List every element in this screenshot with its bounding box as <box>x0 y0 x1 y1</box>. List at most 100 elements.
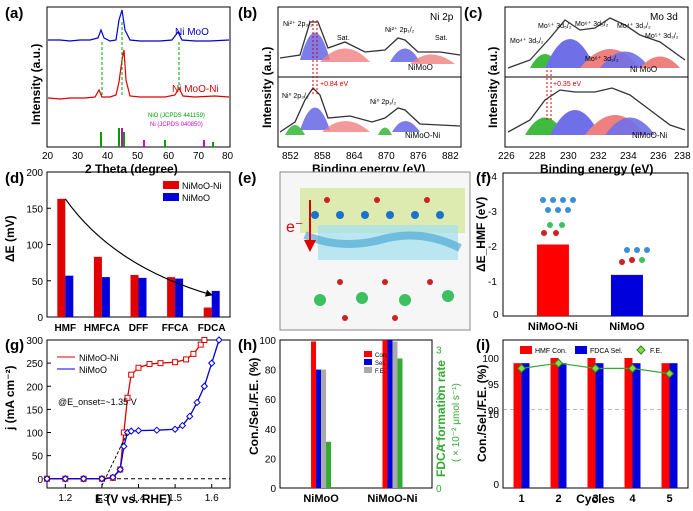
y2tick-label: 1 <box>436 438 442 449</box>
point-NiMoO <box>171 425 179 433</box>
y2tick-label: 2 <box>436 392 442 403</box>
label-nimoo: Ni MoO <box>175 27 209 38</box>
svg-text:70: 70 <box>193 151 205 162</box>
bar-Con. <box>311 341 317 488</box>
svg-text:238: 238 <box>674 151 691 162</box>
bar-FDCA formation rate <box>397 358 403 488</box>
panel-a: (a) Ni MoO Ni MoO-Ni NiO (JCPDS 441159) … <box>5 5 234 176</box>
ytick-label: 50 <box>32 452 44 463</box>
ytick-label: 40 <box>265 425 277 436</box>
panel-a-ylabel: Intensity (a.u.) <box>29 44 43 125</box>
ytick-label: 100 <box>26 429 43 440</box>
bar-NiMoO-Ni <box>536 244 569 316</box>
y2tick-label: 0 <box>436 484 442 495</box>
ytick-label: 0 <box>37 475 43 486</box>
legend-label: F.E. <box>650 348 662 355</box>
ytick-label: 100 <box>26 241 43 252</box>
ytick-label: 200 <box>26 168 43 179</box>
point-NiMoO <box>120 442 128 451</box>
xtick-label: 1.5 <box>168 493 182 504</box>
legend-label: NiMoO-Ni <box>182 181 222 191</box>
panel-b: (b) Ni 2p +0.84 eV Ni²⁺ 2p₃/₂ Sat. Ni²⁺ … <box>238 5 462 176</box>
point-NiMoO <box>200 382 209 390</box>
category-label: 3 <box>592 493 598 505</box>
svg-text:Mo⁴⁺ 3d₅/₂: Mo⁴⁺ 3d₅/₂ <box>510 37 544 45</box>
svg-text:0: 0 <box>493 310 499 321</box>
svg-text:E (V vs. RHE): E (V vs. RHE) <box>95 492 171 506</box>
svg-text:( × 10⁻² μmol s⁻¹): ( × 10⁻² μmol s⁻¹) <box>451 383 462 462</box>
point-NiMoO <box>79 475 88 483</box>
panel-a-xticks: 20 30 40 50 60 70 80 <box>42 151 234 162</box>
point-F.E. <box>516 363 527 374</box>
line-NiMoO-Ni <box>47 339 205 480</box>
svg-text:-3: -3 <box>488 207 497 218</box>
point-NiMoO <box>98 475 106 483</box>
svg-text:NiMoO-Ni: NiMoO-Ni <box>632 131 667 140</box>
curve-nimoo-ni <box>47 49 230 100</box>
legend-swatch <box>636 345 646 355</box>
panel-e-label: (e) <box>238 170 256 187</box>
svg-text:236: 236 <box>650 151 667 162</box>
svg-text:Mo⁵⁺ 3d₃/₂: Mo⁵⁺ 3d₃/₂ <box>645 32 679 40</box>
svg-text:Sat.: Sat. <box>435 35 448 42</box>
onset-annotation: @E_onset=~1.35 V <box>58 397 137 407</box>
category-label: 5 <box>666 493 672 505</box>
xtick-label: 1.4 <box>132 493 146 504</box>
panel-b-label: (b) <box>238 5 257 22</box>
bar-NiMoO <box>211 290 220 317</box>
bar-NiMoO-Ni <box>203 307 212 317</box>
legend-swatch <box>163 181 179 189</box>
svg-text:NiMoO-Ni: NiMoO-Ni <box>405 131 440 140</box>
ytick-label: 150 <box>26 405 43 416</box>
panel-d: (d) 0 50 100 150 200 HMF HMFCA DFF FFCA FDCA NiMoO… <box>3 168 231 334</box>
svg-text:Mo⁶⁺ 3d₅/₂: Mo⁶⁺ 3d₅/₂ <box>575 20 609 28</box>
point-NiMoO <box>127 427 135 435</box>
trend-arrow <box>64 198 213 297</box>
point-NiMoO <box>134 426 143 435</box>
curve-nimoo <box>48 9 230 42</box>
svg-text:Mo⁵⁺ 3d₅/₂: Mo⁵⁺ 3d₅/₂ <box>538 22 572 30</box>
bar-FDCA Sel. <box>521 363 530 488</box>
point-NiMoO-Ni <box>146 361 153 368</box>
bar-FDCA formation rate <box>326 441 332 488</box>
svg-text:232: 232 <box>590 151 607 162</box>
point-NiMoO <box>207 359 216 367</box>
legend-swatch <box>163 193 179 201</box>
ytick-label: 10 <box>488 410 500 421</box>
svg-text:FDCA formation rate: FDCA formation rate <box>434 360 448 477</box>
ytick-label: 100 <box>259 336 276 347</box>
point-NiMoO-Ni <box>183 356 190 363</box>
panel-i-xlabel: Cycles <box>576 492 615 506</box>
ytick-label: 60 <box>265 395 277 406</box>
svg-text:50: 50 <box>132 151 144 162</box>
bar-NiMoO-Ni <box>93 256 102 317</box>
svg-text:Intensity (a.u.): Intensity (a.u.) <box>260 47 274 128</box>
panel-h-label: (h) <box>238 337 257 354</box>
ytick-label: 0 <box>270 484 276 495</box>
point-NiMoO <box>43 475 51 483</box>
panel-b-xticks: 852 858 864 870 876 882 <box>282 151 459 162</box>
legend-label: Sel. <box>375 361 386 367</box>
svg-text:Con./Sel./F.E. (%): Con./Sel./F.E. (%) <box>247 358 261 455</box>
svg-text:882: 882 <box>442 151 459 162</box>
panel-g-label: (g) <box>5 337 24 354</box>
legend-label: NiMoO <box>79 365 107 375</box>
svg-text:-2: -2 <box>488 242 497 253</box>
xtick-label: 1.6 <box>205 493 219 504</box>
panel-h-frame <box>279 339 433 489</box>
svg-text:40: 40 <box>102 151 114 162</box>
svg-text:Ni MoO: Ni MoO <box>630 65 657 74</box>
svg-text:226: 226 <box>498 151 515 162</box>
point-NiMoO <box>178 421 187 430</box>
svg-text:234: 234 <box>620 151 637 162</box>
label-nimoo-ni: Ni MoO-Ni <box>172 84 219 95</box>
point-NiMoO-Ni <box>201 337 208 343</box>
svg-text:230: 230 <box>560 151 577 162</box>
point-NiMoO <box>153 426 161 434</box>
category-label: NiMoO-Ni <box>528 321 578 333</box>
electron-label: e⁻ <box>286 219 303 236</box>
bar-FDCA Sel. <box>669 363 678 488</box>
ytick-label: 20 <box>265 454 277 465</box>
